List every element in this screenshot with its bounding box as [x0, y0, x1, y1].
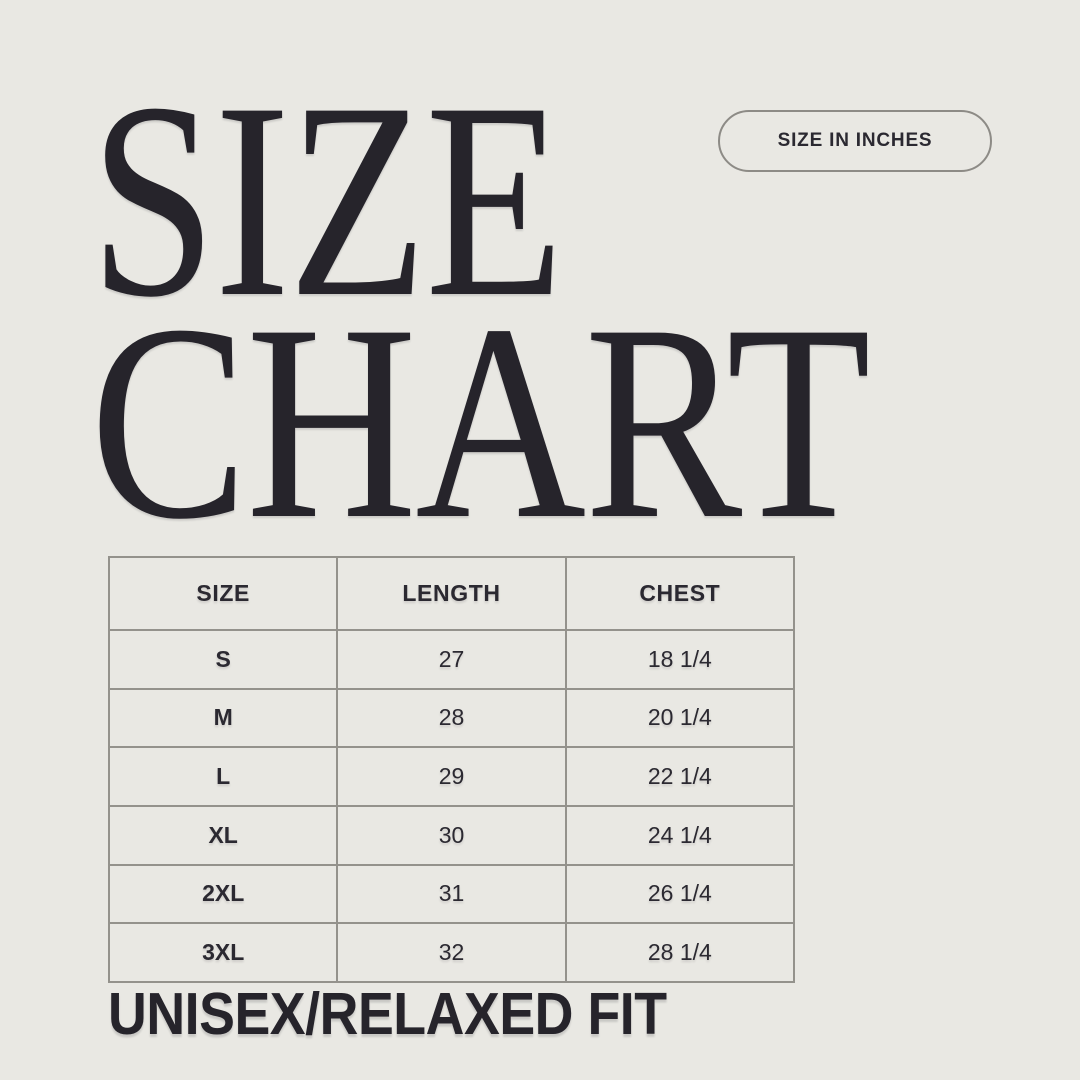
title-line-size: SIZE	[90, 44, 564, 356]
size-cell: XL	[107, 804, 339, 866]
size-cell: S	[107, 629, 339, 690]
title-line-chart: CHART	[90, 266, 871, 578]
column-header-chest: CHEST	[564, 556, 796, 631]
size-table-header-row: SIZE LENGTH CHEST	[107, 556, 796, 631]
chest-cell: 26 1/4	[564, 863, 796, 925]
table-row-xl: XL 30 24 1/4	[107, 804, 796, 866]
table-row-l: L 29 22 1/4	[107, 746, 796, 807]
chest-cell: 28 1/4	[564, 922, 796, 983]
size-cell: 3XL	[107, 922, 339, 983]
length-cell: 32	[336, 922, 567, 983]
page-title: SIZE CHART	[90, 44, 1012, 578]
length-cell: 29	[336, 746, 567, 807]
table-row-2xl: 2XL 31 26 1/4	[107, 863, 796, 925]
size-cell: L	[107, 746, 339, 807]
column-header-length: LENGTH	[336, 556, 567, 631]
length-cell: 27	[336, 629, 567, 690]
chest-cell: 22 1/4	[564, 746, 796, 807]
size-units-badge: SIZE IN INCHES	[718, 110, 992, 172]
length-cell: 28	[336, 687, 567, 749]
fit-note: UNISEX/RELAXED FIT	[108, 981, 667, 1047]
size-cell: M	[107, 687, 339, 749]
chest-cell: 18 1/4	[564, 629, 796, 690]
chest-cell: 20 1/4	[564, 687, 796, 749]
table-row-s: S 27 18 1/4	[107, 629, 796, 690]
length-cell: 30	[336, 804, 567, 866]
table-row-m: M 28 20 1/4	[107, 687, 796, 749]
size-table: SIZE LENGTH CHEST S 27 18 1/4 M 28 20 1/…	[107, 556, 796, 983]
chest-cell: 24 1/4	[564, 804, 796, 866]
size-cell: 2XL	[107, 863, 339, 925]
column-header-size: SIZE	[107, 556, 339, 631]
size-units-badge-label: SIZE IN INCHES	[777, 130, 933, 151]
table-row-3xl: 3XL 32 28 1/4	[107, 922, 796, 983]
length-cell: 31	[336, 863, 567, 925]
